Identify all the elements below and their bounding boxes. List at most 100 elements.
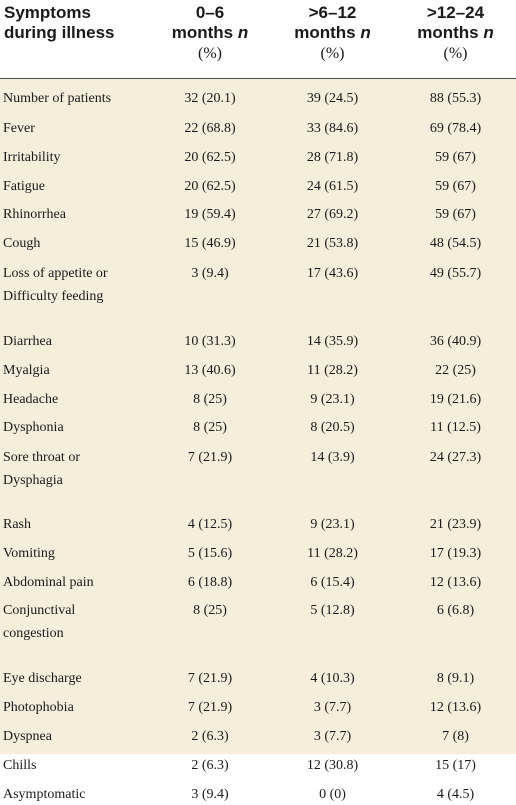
cell-c3: 19 (21.6) <box>429 392 482 407</box>
cell-c1: 2 (6.3) <box>191 758 229 773</box>
cell-c1: 7 (21.9) <box>187 700 233 715</box>
header-c3-months: months <box>417 23 484 42</box>
row-label: Irritability <box>3 148 153 168</box>
cell-c1: 3 (9.4) <box>191 266 229 281</box>
cell-c1: 20 (62.5) <box>184 150 236 165</box>
header-c1-pct: (%) <box>198 45 222 62</box>
cell-c3: 59 (67) <box>435 207 476 222</box>
cell-c2: 3 (7.7) <box>313 700 352 715</box>
row-label: Cough <box>3 234 153 254</box>
row-label-line1: Abdominal pain <box>3 575 94 590</box>
cell-c1: 2 (6.3) <box>191 729 229 744</box>
cell-c3: 11 (12.5) <box>430 420 481 435</box>
header-symptoms-line2: during illness <box>4 23 115 42</box>
row-label-line1: Diarrhea <box>3 334 52 349</box>
row-label-line1: Sore throat or <box>3 450 80 465</box>
row-label: Headache <box>3 390 153 410</box>
row-label-line2: Dysphagia <box>3 473 63 488</box>
cell-c2: 4 (10.3) <box>310 671 355 686</box>
cell-c1: 8 (25) <box>193 603 227 618</box>
table-body: Number of patients 32 (20.1) 39 (24.5) 88 (… <box>0 79 516 802</box>
header-c3-line2: months n <box>395 23 516 43</box>
cell-c1: 7 (21.9) <box>187 450 233 465</box>
row-label-line1: Irritability <box>3 150 61 165</box>
row-label-line1: Fatigue <box>3 179 45 194</box>
header-c3-n: n <box>483 23 494 42</box>
header-c1-months: months <box>171 23 238 42</box>
cell-c2: 14 (3.9) <box>310 450 355 465</box>
cell-c3: 59 (67) <box>435 150 476 165</box>
row-label: Dyspnea <box>3 727 153 747</box>
cell-c1: 8 (25) <box>193 420 227 435</box>
row-label-line1: Dyspnea <box>3 729 52 744</box>
cell-c3: 21 (23.9) <box>429 517 482 532</box>
cell-c1: 19 (59.4) <box>184 207 236 222</box>
cell-c1: 3 (9.4) <box>191 787 229 802</box>
row-label: Rash <box>3 515 153 535</box>
header-c2-line2: months n <box>270 23 395 43</box>
row-label: Asymptomatic <box>3 785 153 805</box>
table-header: Symptoms during illness 0–6 months n (%)… <box>0 0 516 79</box>
cell-c3: 4 (4.5) <box>436 787 475 802</box>
row-label-line1: Vomiting <box>3 546 55 561</box>
row-label: Conjunctival congestion <box>3 601 153 644</box>
cell-c3: 36 (40.9) <box>429 334 482 349</box>
row-label-line1: Myalgia <box>3 363 50 378</box>
row-label: Fever <box>3 119 153 139</box>
row-label: Rhinorrhea <box>3 205 153 225</box>
cell-c1: 6 (18.8) <box>187 575 233 590</box>
cell-c1: 15 (46.9) <box>184 236 236 251</box>
row-label-line1: Chills <box>3 758 37 773</box>
cell-c2: 3 (7.7) <box>313 729 352 744</box>
header-6-12-months: >6–12 months n (%) <box>270 3 395 64</box>
header-c2-line1: >6–12 <box>308 3 357 22</box>
row-label: Vomiting <box>3 544 153 564</box>
header-12-24-months: >12–24 months n (%) <box>395 3 516 64</box>
row-label-line1: Photophobia <box>3 700 74 715</box>
cell-c2: 8 (20.5) <box>310 420 355 435</box>
cell-c3: 48 (54.5) <box>429 236 482 251</box>
row-label: Diarrhea <box>3 332 153 352</box>
row-label: Abdominal pain <box>3 573 153 593</box>
header-symptoms: Symptoms during illness <box>4 3 154 43</box>
header-c3-pct: (%) <box>443 45 468 62</box>
cell-c2: 39 (24.5) <box>306 91 359 106</box>
cell-c2: 12 (30.8) <box>306 758 359 773</box>
cell-c3: 59 (67) <box>435 179 476 194</box>
header-c1-n: n <box>237 23 249 42</box>
row-label: Myalgia <box>3 361 153 381</box>
cell-c2: 9 (23.1) <box>310 517 355 532</box>
row-label: Eye discharge <box>3 669 153 689</box>
row-label: Number of patients <box>3 89 153 109</box>
row-label: Chills <box>3 756 153 776</box>
row-label-line1: Rash <box>3 517 31 532</box>
header-c2-pct: (%) <box>320 45 345 62</box>
cell-c2: 21 (53.8) <box>306 236 359 251</box>
cell-c1: 32 (20.1) <box>184 91 236 106</box>
row-label: Sore throat or Dysphagia <box>3 448 153 491</box>
header-c3-line1: >12–24 <box>426 3 485 22</box>
row-label-line2: congestion <box>3 626 64 641</box>
header-symptoms-line1: Symptoms <box>4 3 91 22</box>
row-label-line1: Cough <box>3 236 41 251</box>
cell-c2: 17 (43.6) <box>306 266 359 281</box>
cell-c1: 4 (12.5) <box>187 517 233 532</box>
cell-c2: 27 (69.2) <box>306 207 359 222</box>
header-c2-months: months <box>294 23 361 42</box>
cell-c3: 88 (55.3) <box>429 91 482 106</box>
cell-c2: 14 (35.9) <box>306 334 359 349</box>
cell-c2: 5 (12.8) <box>310 603 355 618</box>
cell-c3: 22 (25) <box>435 363 476 378</box>
cell-c2: 11 (28.2) <box>307 363 358 378</box>
cell-c3: 8 (9.1) <box>436 671 475 686</box>
cell-c1: 8 (25) <box>193 392 227 407</box>
cell-c2: 28 (71.8) <box>306 150 359 165</box>
cell-c3: 49 (55.7) <box>429 266 482 281</box>
row-label-line1: Conjunctival <box>3 603 76 618</box>
cell-c1: 7 (21.9) <box>187 671 233 686</box>
cell-c1: 13 (40.6) <box>184 363 236 378</box>
cell-c3: 17 (19.3) <box>429 546 482 561</box>
row-label: Fatigue <box>3 177 153 197</box>
cell-c1: 10 (31.3) <box>184 334 236 349</box>
